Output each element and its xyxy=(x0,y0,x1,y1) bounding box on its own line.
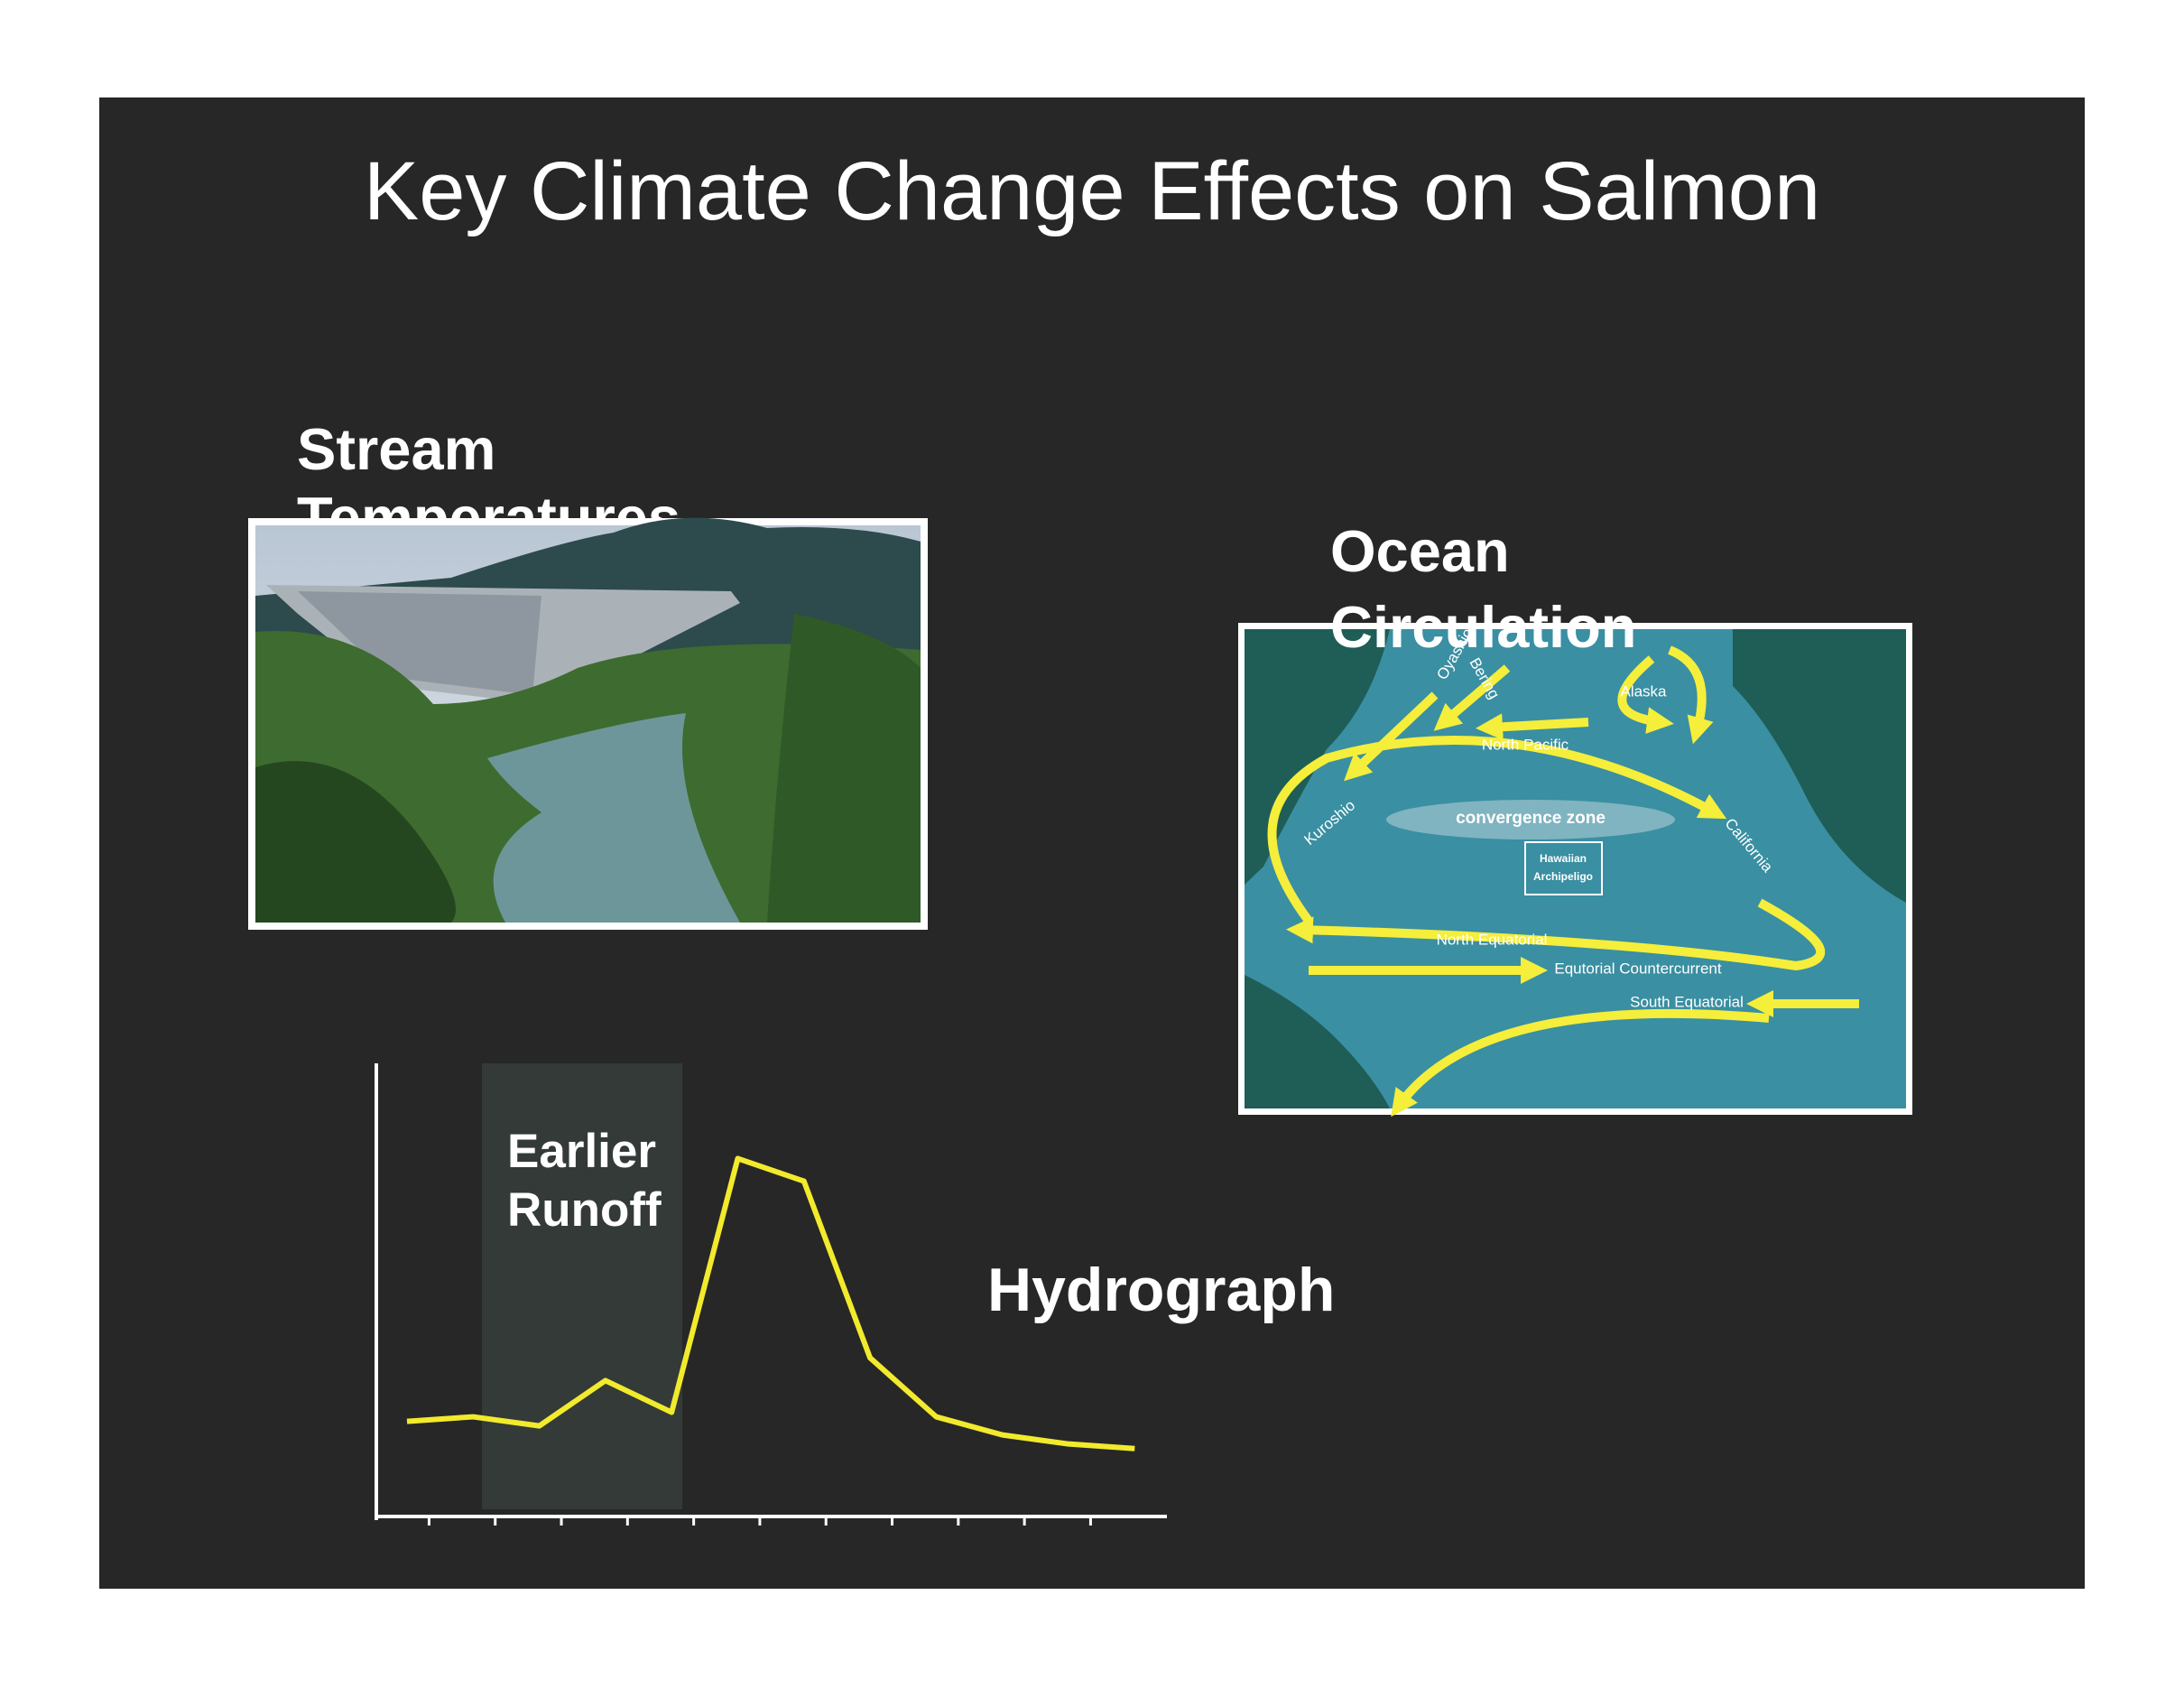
runoff-band xyxy=(482,1063,682,1509)
dam-photo xyxy=(248,517,928,930)
map-label: Alaska xyxy=(1620,682,1667,700)
slide-title: Key Climate Change Effects on Salmon xyxy=(363,145,1821,237)
map-label: Archipeligo xyxy=(1533,870,1593,883)
map-label: Hawaiian xyxy=(1540,852,1587,865)
map-label: North Pacific xyxy=(1482,736,1569,753)
map-label: convergence zone xyxy=(1456,809,1606,828)
hydrograph xyxy=(375,1063,1167,1526)
map-label: Equtorial Countercurrent xyxy=(1554,960,1721,977)
map-label: South Equatorial xyxy=(1630,993,1744,1010)
map-label: North Equatorial xyxy=(1437,931,1548,948)
hydrograph-line xyxy=(406,1155,1135,1451)
chart-title: Hydrograph xyxy=(987,1256,1336,1324)
runoff-annotation: Earlier Runoff xyxy=(507,1125,662,1237)
ocean-label: Ocean Circulation xyxy=(1330,518,1637,660)
